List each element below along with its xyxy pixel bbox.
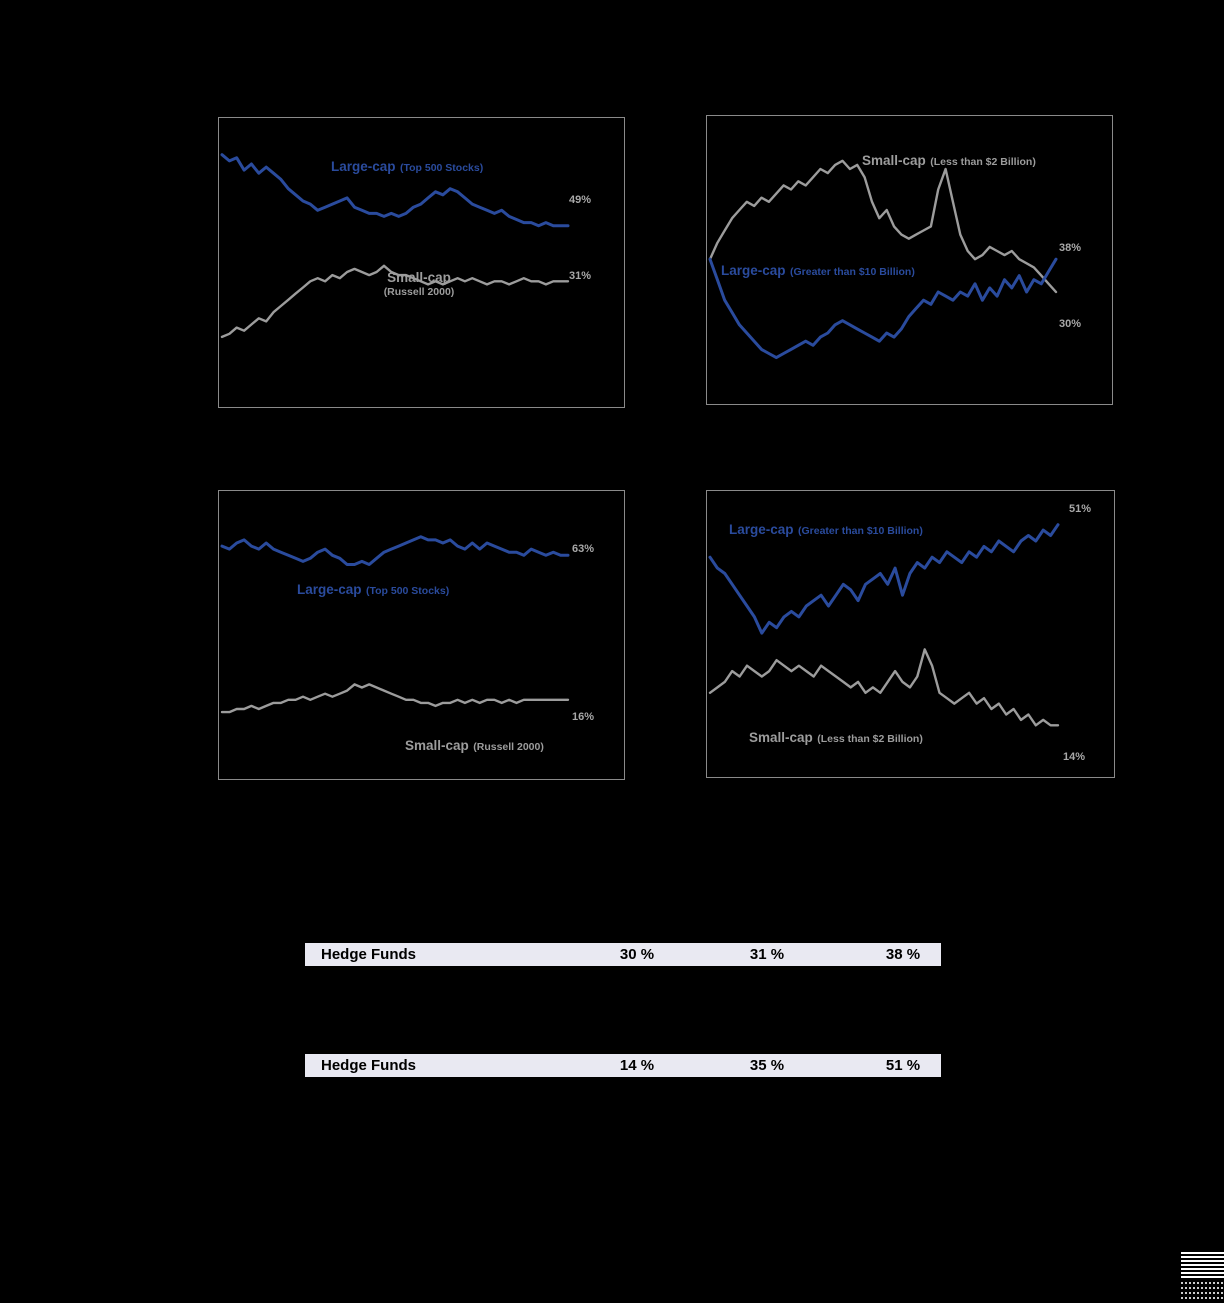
end-value-label: 51%: [1069, 503, 1092, 515]
series-label-main: Small-cap: [405, 738, 469, 753]
series-label-large-cap: Large-cap (Greater than $10 Billion): [721, 262, 915, 280]
barcode-stripes-bottom: [1181, 1282, 1224, 1300]
series-label-small-cap: Small-cap (Russell 2000): [405, 737, 544, 755]
series-label-small-cap: Small-cap (Less than $2 Billion): [862, 152, 1036, 170]
table-row-hedge-funds-2: Hedge Funds 14 % 35 % 51 %: [305, 1054, 941, 1077]
series-label-large-cap: Large-cap (Top 500 Stocks): [331, 158, 483, 176]
end-value-label: 63%: [572, 543, 595, 555]
end-value-label: 38%: [1059, 242, 1082, 254]
series-label-small-cap: Small-cap (Less than $2 Billion): [749, 729, 923, 747]
series-label-main: Large-cap: [729, 522, 794, 537]
series-label-sub: (Russell 2000): [383, 285, 455, 298]
series-label-sub: (Top 500 Stocks): [399, 162, 484, 174]
series-label-large-cap: Large-cap (Greater than $10 Billion): [729, 521, 923, 539]
series-label-sub: (Greater than $10 Billion): [797, 525, 923, 537]
series-label-sub: (Russell 2000): [473, 741, 544, 753]
series-label-main: Small-cap: [749, 730, 813, 745]
series-label-small-cap: Small-cap (Russell 2000): [359, 270, 479, 298]
series-label-main: Large-cap: [297, 582, 362, 597]
row-value: 38 %: [885, 946, 921, 963]
line-chart: [708, 523, 1060, 727]
row-value: 30 %: [619, 946, 655, 963]
series-label-sub: (Top 500 Stocks): [365, 585, 450, 597]
chart-panel-top-left: Large-cap (Top 500 Stocks) 49% Small-cap…: [218, 117, 625, 408]
chart-panel-bottom-right: Large-cap (Greater than $10 Billion) 51%…: [706, 490, 1115, 778]
row-value: 14 %: [619, 1057, 655, 1074]
series-label-sub: (Less than $2 Billion): [930, 156, 1036, 168]
end-value-label: 49%: [569, 194, 592, 206]
table-row-hedge-funds-1: Hedge Funds 30 % 31 % 38 %: [305, 943, 941, 966]
series-label-main: Small-cap: [862, 153, 926, 168]
series-label-main: Large-cap: [721, 263, 786, 278]
row-label: Hedge Funds: [321, 946, 417, 963]
series-label-main: Large-cap: [331, 159, 396, 174]
row-label: Hedge Funds: [321, 1057, 417, 1074]
line-chart: [220, 535, 570, 714]
series-label-sub: (Greater than $10 Billion): [789, 266, 915, 278]
end-value-label: 14%: [1063, 751, 1086, 763]
end-value-label: 31%: [569, 270, 592, 282]
row-value: 31 %: [749, 946, 785, 963]
line-chart: [220, 153, 570, 339]
series-label-main: Small-cap: [387, 270, 451, 285]
chart-panel-top-right: Small-cap (Less than $2 Billion) Large-c…: [706, 115, 1113, 405]
row-value: 35 %: [749, 1057, 785, 1074]
series-label-sub: (Less than $2 Billion): [817, 733, 923, 745]
series-label-large-cap: Large-cap (Top 500 Stocks): [297, 581, 449, 599]
barcode-stripes-top: [1181, 1252, 1224, 1280]
line-chart: [708, 159, 1058, 360]
end-value-label: 30%: [1059, 318, 1082, 330]
end-value-label: 16%: [572, 711, 595, 723]
chart-panel-bottom-left: 63% Large-cap (Top 500 Stocks) Small-cap…: [218, 490, 625, 780]
barcode-icon: [1181, 1252, 1224, 1300]
row-value: 51 %: [885, 1057, 921, 1074]
